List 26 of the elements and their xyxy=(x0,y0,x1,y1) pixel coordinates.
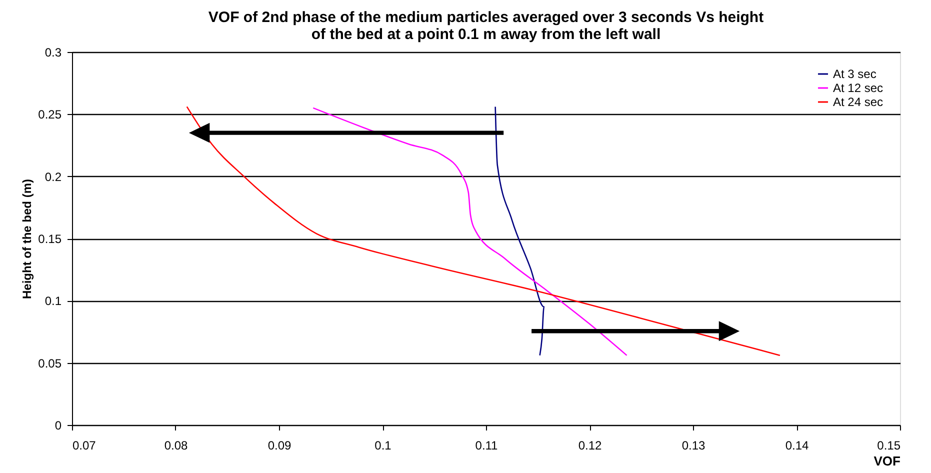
x-tick-label: 0.13 xyxy=(682,438,706,452)
legend-label: At 3 sec xyxy=(833,67,876,81)
y-tick-label: 0.15 xyxy=(38,232,62,246)
y-tick-label: 0.05 xyxy=(38,356,62,370)
y-tick-label: 0.25 xyxy=(38,108,62,122)
x-tick-label: 0.12 xyxy=(578,438,602,452)
x-tick-label: 0.14 xyxy=(785,438,809,452)
x-tick-label: 0.09 xyxy=(268,438,292,452)
y-tick-label: 0.2 xyxy=(44,170,62,184)
x-axis-title: VOF xyxy=(874,454,901,468)
y-tick-label: 0.3 xyxy=(44,46,62,60)
text: VOF of 2nd phase of the medium particles averaged over 3 seconds Vs height xyxy=(208,9,764,26)
legend-label: At 24 sec xyxy=(833,95,884,109)
line-series xyxy=(494,106,545,356)
y-tick-label: 0.1 xyxy=(44,294,62,308)
text: of the bed at a point 0.1 m away from the left wall xyxy=(311,26,661,43)
y-axis-title: Height of the bed (m) xyxy=(20,179,34,299)
y-tick-label: 0 xyxy=(54,418,62,432)
x-tick-label: 0.08 xyxy=(164,438,188,452)
x-tick-label: 0.07 xyxy=(72,438,96,452)
legend-label: At 12 sec xyxy=(833,81,884,95)
line-series xyxy=(312,107,628,356)
x-tick-label: 0.15 xyxy=(877,438,901,452)
x-tick-label: 0.1 xyxy=(374,438,392,452)
line-series xyxy=(186,106,781,356)
x-tick-label: 0.11 xyxy=(475,438,498,452)
